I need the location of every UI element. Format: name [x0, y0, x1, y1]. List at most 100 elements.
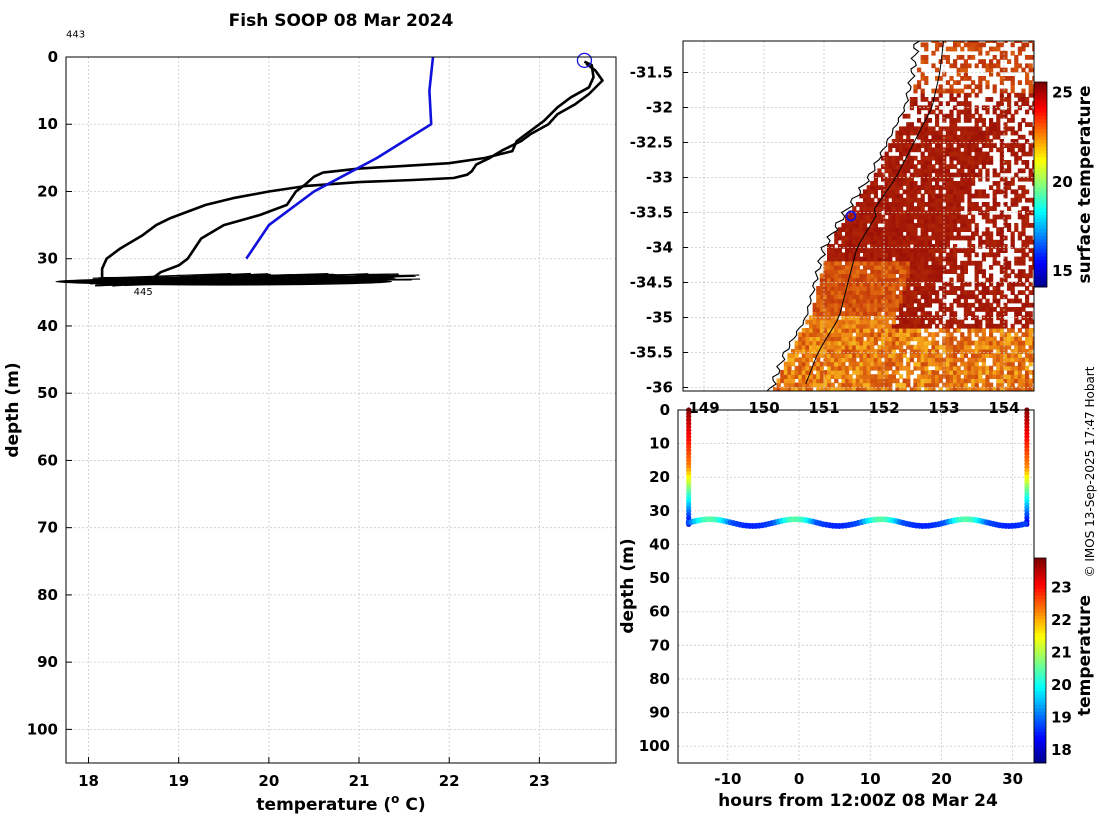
sst-cell [963, 92, 968, 98]
sst-cell [960, 46, 965, 52]
sst-cell [1021, 185, 1026, 190]
sst-cell [917, 244, 922, 249]
sst-cell [1010, 181, 1015, 186]
sst-cell [989, 252, 994, 258]
sst-cell [845, 265, 850, 270]
sst-cell [877, 290, 882, 295]
sst-cell [816, 315, 821, 321]
sst-colorbar-step [1034, 242, 1047, 247]
sst-cell [909, 336, 914, 342]
sst-cell [891, 239, 896, 245]
sst-cell [967, 311, 972, 316]
sst-cell [863, 311, 868, 316]
sst-cell [845, 302, 850, 308]
sst-cell [1014, 172, 1019, 178]
sst-cell [917, 307, 922, 312]
sst-cell [881, 214, 886, 220]
sst-cell [909, 235, 914, 241]
sst-cell [1028, 311, 1033, 316]
sst-cell [909, 323, 914, 329]
sst-cell [830, 323, 835, 329]
sst-cell [963, 42, 968, 48]
sst-colorbar-step [1034, 273, 1047, 278]
sst-cell [949, 223, 954, 228]
sst-cell [902, 365, 907, 371]
sst-cell [859, 353, 864, 358]
sst-cell [949, 269, 954, 274]
sst-cell [917, 189, 922, 195]
sst-cell [978, 59, 983, 64]
sst-cell [1014, 197, 1019, 203]
sst-cell [812, 336, 817, 342]
sst-cell [920, 139, 925, 144]
sst-cell [863, 256, 868, 262]
sst-cell [920, 315, 925, 321]
sst-cell [1007, 344, 1012, 350]
sst-cell [956, 80, 961, 85]
sst-cell [827, 336, 832, 342]
sst-cell [906, 239, 911, 245]
sst-cell [978, 349, 983, 354]
sst-cell [888, 328, 893, 333]
sst-cell [891, 160, 896, 165]
sst-cell [830, 269, 835, 274]
sst-cell [1014, 202, 1019, 207]
sst-cell [1017, 134, 1022, 140]
sst-cell [978, 323, 983, 329]
sst-cell [859, 307, 864, 312]
sst-cell [891, 336, 896, 342]
sst-cell [949, 265, 954, 270]
sst-cell [837, 332, 842, 337]
sst-cell [1007, 382, 1012, 388]
sst-cell [888, 315, 893, 321]
sst-cell [816, 378, 821, 384]
sst-cell [938, 244, 943, 249]
sst-cell [992, 357, 997, 363]
sst-cell [924, 55, 929, 60]
sst-cell [906, 311, 911, 316]
sst-cell [855, 256, 860, 262]
sst-cell [1003, 218, 1008, 224]
sst-cell [902, 340, 907, 346]
sst-cell [996, 349, 1001, 354]
sst-cell [899, 336, 904, 342]
sst-cell [819, 353, 824, 358]
sst-cell [877, 239, 882, 245]
sst-cell [881, 265, 886, 270]
sst-cell [891, 357, 896, 363]
sst-cell [783, 365, 788, 371]
sst-cell [953, 235, 958, 241]
sst-cell [999, 164, 1004, 169]
sst-cell [1017, 168, 1022, 174]
sst-cell [974, 361, 979, 367]
sst-cell [884, 307, 889, 312]
sst-cell [859, 365, 864, 371]
sst-cell [909, 101, 914, 106]
sst-cell [992, 189, 997, 195]
sst-cell [945, 374, 950, 379]
sst-cell [963, 307, 968, 312]
temp-colorbar-step [1034, 653, 1046, 658]
sst-cell [837, 277, 842, 283]
sst-cell [949, 382, 954, 388]
sst-cell [938, 126, 943, 132]
sst-cell [917, 109, 922, 115]
sst-cell [920, 130, 925, 136]
sst-cell [909, 302, 914, 308]
sst-cell [985, 344, 990, 350]
sst-cell [852, 357, 857, 363]
sst-cell [935, 269, 940, 274]
sst-cell [956, 113, 961, 119]
sst-cell [931, 109, 936, 115]
sst-cell [981, 269, 986, 274]
sst-cell [884, 340, 889, 346]
sst-cell [909, 172, 914, 178]
sst-cell [888, 206, 893, 211]
sst-cell [949, 319, 954, 325]
sst-cell [823, 319, 828, 325]
sst-cell [899, 231, 904, 237]
sst-cell [931, 223, 936, 228]
sst-cell [863, 281, 868, 287]
sst-cell [1025, 323, 1030, 329]
sst-cell [909, 206, 914, 211]
